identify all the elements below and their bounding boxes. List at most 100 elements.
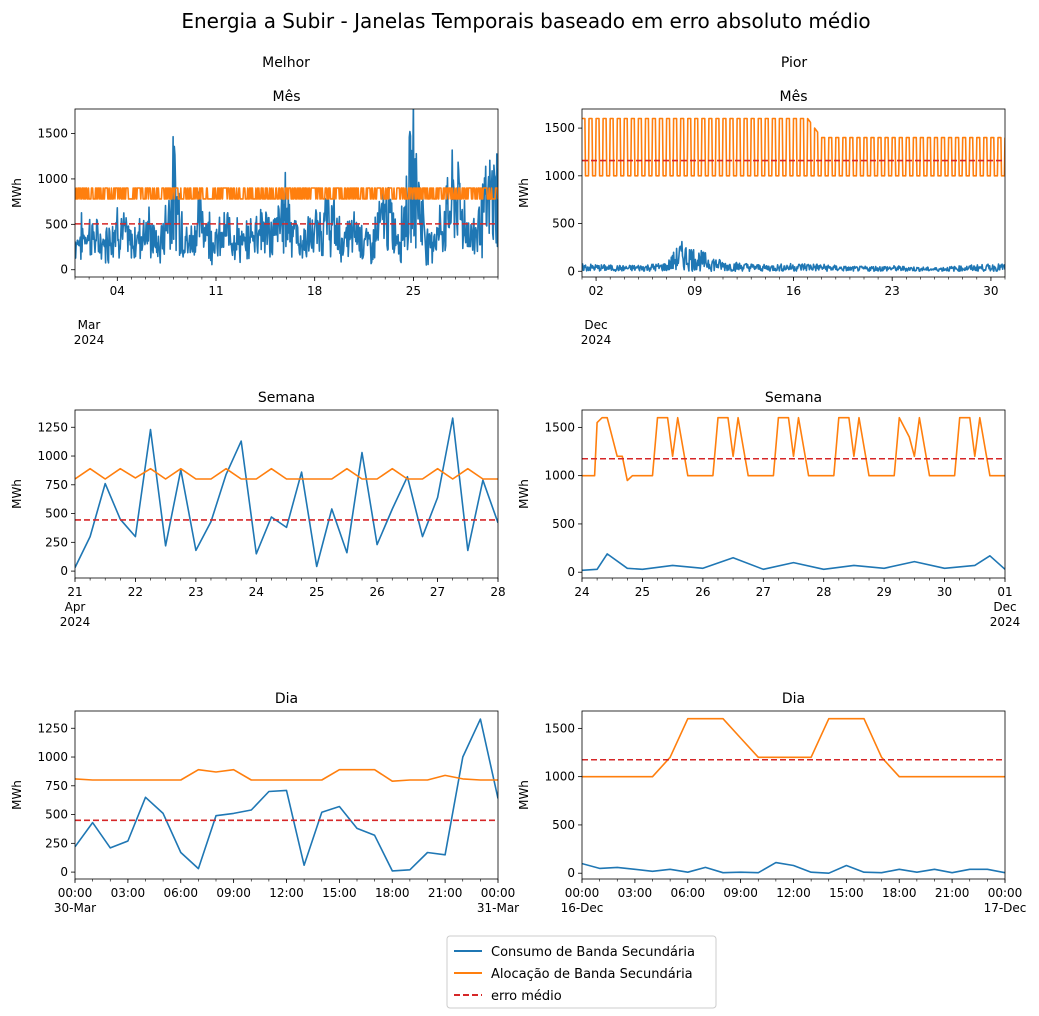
figure-title: Energia a Subir - Janelas Temporais base…	[181, 9, 870, 33]
subplot-pior-dia: Dia MWh 0 500 1000 1500 00:00 03:00 06:00 09:00 12…	[517, 691, 1026, 915]
subplot-title: Semana	[258, 390, 315, 406]
x-tick-label: 16	[786, 284, 801, 298]
series-alocacao	[582, 717, 1005, 778]
y-tick-label: 500	[552, 517, 575, 531]
x-tick-label: 26	[370, 585, 385, 599]
legend-label-consumo: Consumo de Banda Secundária	[491, 945, 695, 960]
x-tick-label: 15:00	[829, 886, 864, 900]
y-tick-label: 1500	[544, 121, 575, 135]
y-tick-label: 1000	[37, 750, 68, 764]
x-tick-label: 24	[249, 585, 264, 599]
series-consumo	[582, 240, 1005, 273]
y-tick-label: 0	[567, 565, 575, 579]
series-alocacao	[582, 416, 1005, 482]
x-tick-month-label: Dec	[584, 318, 607, 332]
x-tick-year-label: 2024	[581, 333, 612, 347]
series-alocacao	[582, 117, 1005, 177]
x-tick-label: 27	[430, 585, 445, 599]
x-tick-label: 21	[67, 585, 82, 599]
series-consumo	[75, 417, 498, 568]
x-tick-label: 26	[695, 585, 710, 599]
x-tick-label: 21:00	[428, 886, 463, 900]
plot-area	[75, 417, 498, 568]
y-tick-label: 1000	[544, 770, 575, 784]
plot-area	[582, 717, 1005, 875]
x-tick-label: 15:00	[322, 886, 357, 900]
y-tick-label: 500	[45, 217, 68, 231]
subplot-melhor-dia: Dia MWh 0 250 500 750 1000 1250 00:00 03:00 06:00 0…	[10, 691, 519, 915]
y-axis-label: MWh	[517, 780, 531, 810]
axes-frame	[581, 409, 1006, 579]
y-tick-label: 250	[45, 535, 68, 549]
x-tick-label: 12:00	[776, 886, 811, 900]
x-tick-label: 30	[983, 284, 998, 298]
x-tick-label: 28	[490, 585, 505, 599]
legend: Consumo de Banda Secundária Alocação de …	[446, 935, 717, 1009]
plot-area	[75, 718, 498, 872]
series-consumo	[75, 718, 498, 872]
x-tick-label: 22	[128, 585, 143, 599]
x-tick-label: 00:00	[988, 886, 1023, 900]
subplot-title: Semana	[765, 390, 822, 406]
x-tick-label: 25	[635, 585, 650, 599]
x-tick-year-label: 2024	[74, 333, 105, 347]
x-tick-month-label: Mar	[78, 318, 101, 332]
x-tick-label: 24	[574, 585, 589, 599]
subplot-title: Dia	[782, 691, 805, 707]
y-tick-label: 1000	[37, 449, 68, 463]
y-tick-label: 500	[552, 818, 575, 832]
x-tick-date-label: 31-Mar	[477, 901, 519, 915]
x-tick-label: 11	[208, 284, 223, 298]
x-tick-date-label: 16-Dec	[561, 901, 604, 915]
y-tick-label: 500	[45, 507, 68, 521]
x-tick-label: 25	[309, 585, 324, 599]
axes-frame	[74, 409, 499, 579]
y-axis-label: MWh	[10, 479, 24, 509]
series-alocacao	[75, 467, 498, 480]
x-tick-year-label: 2024	[60, 615, 91, 629]
x-tick-label: 02	[588, 284, 603, 298]
x-tick-label: 06:00	[670, 886, 705, 900]
y-tick-label: 0	[60, 263, 68, 277]
y-axis-label: MWh	[10, 780, 24, 810]
y-axis-label: MWh	[10, 178, 24, 208]
y-tick-label: 750	[45, 779, 68, 793]
series-alocacao	[75, 768, 498, 783]
x-tick-label: 18:00	[882, 886, 917, 900]
y-tick-label: 1000	[37, 172, 68, 186]
y-tick-label: 250	[45, 836, 68, 850]
x-tick-label: 00:00	[565, 886, 600, 900]
column-title-best: Melhor	[262, 55, 310, 71]
y-axis-label: MWh	[517, 479, 531, 509]
x-tick-label: 27	[756, 585, 771, 599]
legend-frame	[446, 935, 717, 1009]
y-tick-label: 1500	[544, 721, 575, 735]
x-tick-date-label: 30-Mar	[54, 901, 96, 915]
x-tick-label: 18:00	[375, 886, 410, 900]
y-tick-label: 1500	[37, 127, 68, 141]
x-tick-label: 09	[687, 284, 702, 298]
legend-label-erro-medio: erro médio	[491, 989, 562, 1004]
subplot-melhor-semana: Semana MWh 0 250 500 750 1000 1250 21 22 23 24 25 26 2…	[10, 390, 506, 629]
x-tick-label: 25	[406, 284, 421, 298]
y-tick-label: 0	[567, 866, 575, 880]
series-consumo	[75, 109, 498, 266]
x-tick-label: 04	[110, 284, 125, 298]
x-tick-label: 18	[307, 284, 322, 298]
x-tick-label: 30	[937, 585, 952, 599]
plot-area	[75, 109, 498, 266]
subplot-title: Mês	[273, 89, 301, 105]
x-tick-label: 01	[997, 585, 1012, 599]
legend-label-alocacao: Alocação de Banda Secundária	[491, 967, 693, 982]
y-tick-label: 500	[45, 808, 68, 822]
x-tick-label: 09:00	[216, 886, 251, 900]
y-tick-label: 750	[45, 478, 68, 492]
column-title-worst: Pior	[781, 55, 808, 71]
x-tick-label: 23	[188, 585, 203, 599]
x-tick-label: 23	[885, 284, 900, 298]
series-alocacao	[75, 187, 498, 200]
